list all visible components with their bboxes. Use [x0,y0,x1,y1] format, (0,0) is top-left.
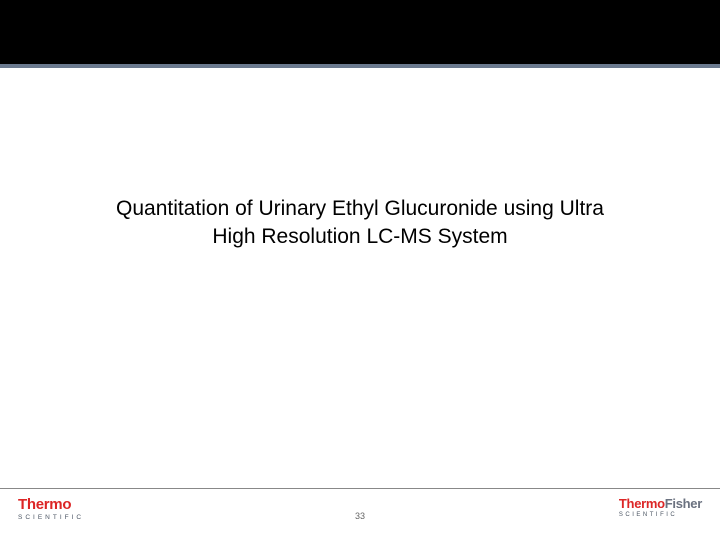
page-number: 33 [355,511,365,521]
logo-right-subtitle: SCIENTIFIC [619,512,702,518]
slide-title: Quantitation of Urinary Ethyl Glucuronid… [110,195,610,252]
logo-left-brand-text: Thermo [18,496,71,513]
logo-thermofisher-scientific: ThermoFisher SCIENTIFIC [619,497,702,518]
logo-right-brand: ThermoFisher [619,497,702,510]
logo-right-brand-secondary: Fisher [665,496,702,511]
logo-left-subtitle: SCIENTIFIC [18,514,84,521]
main-content: Quantitation of Urinary Ethyl Glucuronid… [0,195,720,252]
logo-left-brand: Thermo [18,497,84,512]
logo-right-brand-primary: Thermo [619,496,665,511]
logo-thermo-scientific: Thermo SCIENTIFIC [18,497,84,521]
footer: Thermo SCIENTIFIC 33 ThermoFisher SCIENT… [0,488,720,540]
footer-inner: Thermo SCIENTIFIC 33 ThermoFisher SCIENT… [0,489,720,540]
header-band [0,0,720,68]
